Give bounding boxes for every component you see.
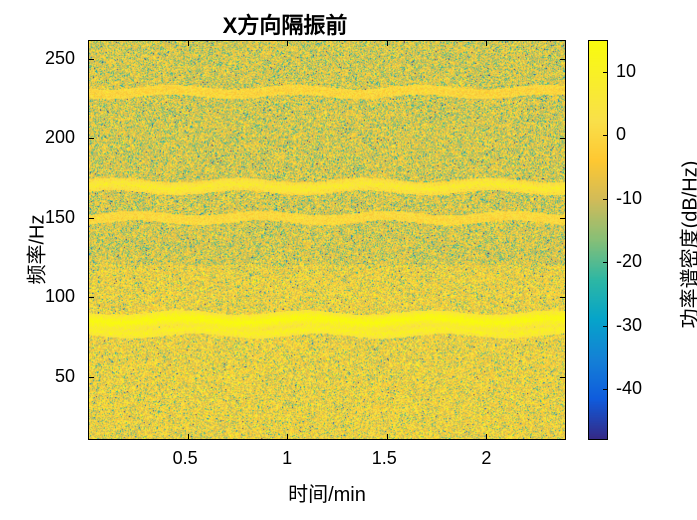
colorbar bbox=[588, 40, 608, 440]
x-tick-1: 1 bbox=[282, 448, 292, 469]
colorbar-label: 功率谱密度(dB/Hz) bbox=[674, 155, 697, 335]
cb-tick-10: 10 bbox=[616, 61, 636, 82]
y-tick-100: 100 bbox=[45, 286, 75, 307]
spectrogram-canvas bbox=[89, 41, 565, 439]
y-tick-50: 50 bbox=[55, 366, 75, 387]
y-tick-150: 150 bbox=[45, 207, 75, 228]
cb-tick-m10: -10 bbox=[616, 188, 642, 209]
y-tick-200: 200 bbox=[45, 127, 75, 148]
x-tick-2: 2 bbox=[481, 448, 491, 469]
cb-tick-m40: -40 bbox=[616, 378, 642, 399]
cb-tick-m30: -30 bbox=[616, 315, 642, 336]
y-tick-250: 250 bbox=[45, 48, 75, 69]
cb-tick-m20: -20 bbox=[616, 251, 642, 272]
spectrogram-figure: X方向隔振前 频率/Hz 50 100 150 200 250 0.5 1 1.… bbox=[0, 0, 697, 520]
x-axis-label: 时间/min bbox=[88, 478, 566, 507]
chart-title: X方向隔振前 bbox=[0, 8, 570, 40]
cb-tick-0: 0 bbox=[616, 124, 626, 145]
spectrogram-plot bbox=[88, 40, 566, 440]
x-tick-05: 0.5 bbox=[173, 448, 198, 469]
colorbar-canvas bbox=[589, 41, 607, 439]
x-tick-15: 1.5 bbox=[372, 448, 397, 469]
